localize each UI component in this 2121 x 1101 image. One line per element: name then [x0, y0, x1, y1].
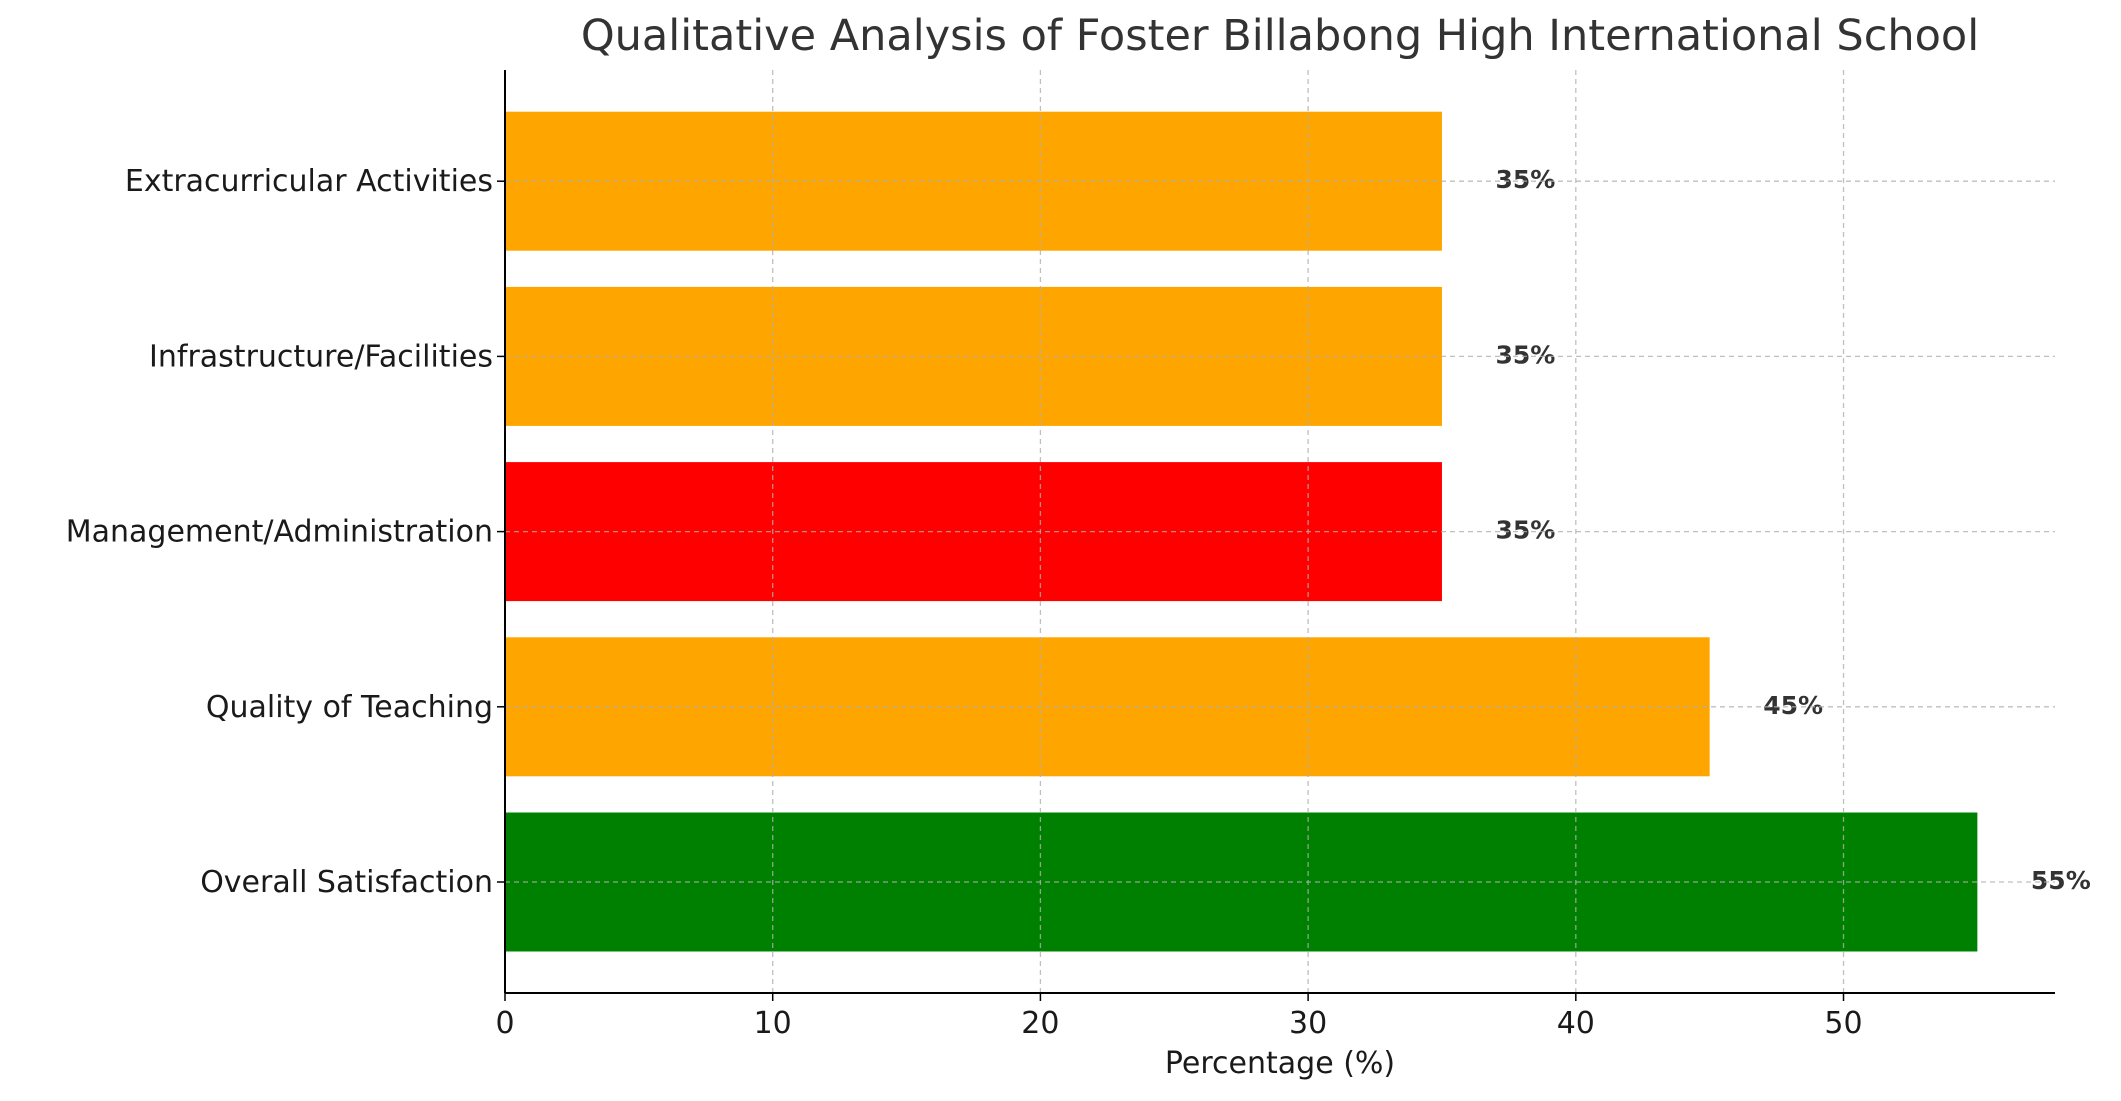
- x-tick-label: 20: [1021, 1006, 1059, 1041]
- x-tick-label: 0: [495, 1006, 514, 1041]
- x-tick-labels: 0 10 20 30 40 50: [495, 993, 1863, 1041]
- chart-title: Qualitative Analysis of Foster Billabong…: [581, 11, 1979, 61]
- data-label: 35%: [1496, 516, 1556, 545]
- y-tick-label: Extracurricular Activities: [125, 164, 493, 199]
- data-label: 45%: [1763, 691, 1823, 720]
- y-tick-label: Quality of Teaching: [206, 690, 493, 725]
- y-tick-label: Management/Administration: [66, 515, 493, 550]
- data-label: 35%: [1496, 165, 1556, 194]
- y-tick-labels: Overall Satisfaction Quality of Teaching M…: [66, 164, 505, 900]
- x-tick-label: 10: [754, 1006, 792, 1041]
- data-label: 55%: [2031, 866, 2091, 895]
- y-tick-label: Overall Satisfaction: [200, 865, 493, 900]
- y-tick-label: Infrastructure/Facilities: [149, 339, 493, 374]
- data-labels: 55% 45% 35% 35% 35%: [504, 70, 2091, 993]
- x-tick-label: 30: [1289, 1006, 1327, 1041]
- x-tick-label: 50: [1824, 1006, 1862, 1041]
- x-axis-label: Percentage (%): [1165, 1046, 1395, 1081]
- data-label: 35%: [1496, 340, 1556, 369]
- x-tick-label: 40: [1557, 1006, 1595, 1041]
